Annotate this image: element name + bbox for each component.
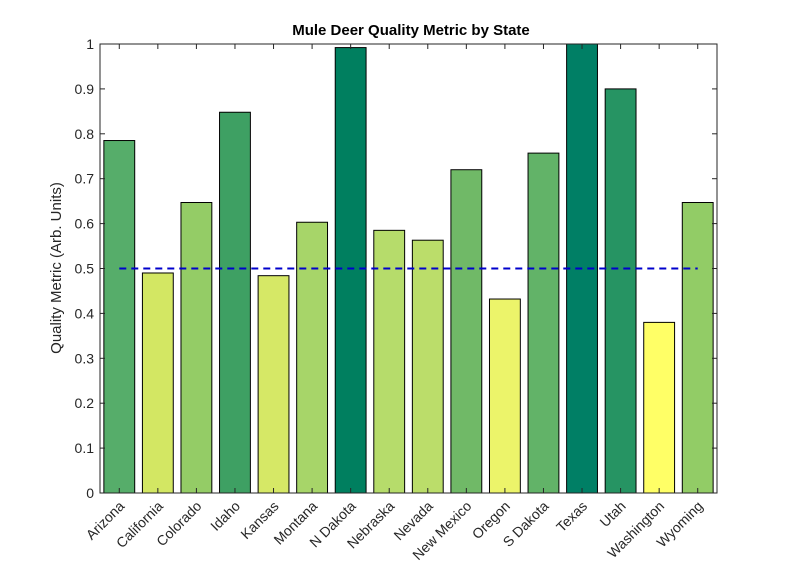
y-tick-label: 0.1	[75, 440, 95, 456]
bar-n-dakota	[334, 47, 367, 494]
bar-arizona	[103, 140, 136, 494]
bar-montana	[296, 221, 329, 494]
bar-california	[141, 272, 174, 494]
bar-kansas	[257, 275, 290, 494]
y-tick-label: 0	[86, 485, 94, 501]
bar-new-mexico	[450, 169, 483, 494]
bar-nebraska	[373, 229, 406, 494]
y-tick-label: 1	[86, 36, 94, 52]
y-axis: 0 0.1 0.2 0.3 0.4 0.5 0.6 0.7 0.8 0.9 1	[75, 36, 717, 501]
y-tick-label: 0.3	[75, 350, 95, 366]
bar-colorado	[180, 202, 213, 494]
y-tick-label: 0.4	[75, 305, 95, 321]
y-tick-label: 0.9	[75, 81, 95, 97]
chart-title: Mule Deer Quality Metric by State	[292, 22, 530, 39]
bar-washington	[643, 321, 676, 494]
bars-group	[103, 43, 714, 494]
bar-idaho	[219, 111, 251, 494]
y-tick-label: 0.7	[75, 171, 95, 187]
y-tick-label: 0.2	[75, 395, 95, 411]
bar-utah	[604, 88, 637, 494]
y-tick-label: 0.5	[75, 261, 95, 277]
bar-wyoming	[681, 202, 714, 494]
y-tick-label: 0.8	[75, 126, 95, 142]
y-axis-label: Quality Metric (Arb. Units)	[48, 182, 65, 354]
bar-oregon	[488, 298, 521, 494]
bar-s-dakota	[527, 152, 560, 494]
bar-nevada	[411, 239, 444, 494]
y-tick-label: 0.6	[75, 216, 95, 232]
